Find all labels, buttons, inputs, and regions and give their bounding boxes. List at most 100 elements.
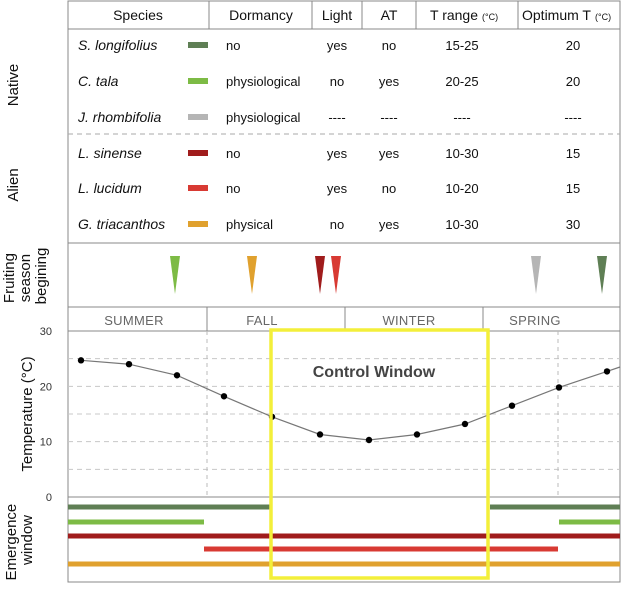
light-value: no — [330, 74, 344, 89]
chart-grid — [68, 358, 620, 470]
header-dormancy: Dormancy — [229, 7, 293, 23]
control-window-box — [269, 328, 490, 580]
emergence-bar-s-longifolius-1 — [68, 504, 270, 510]
y-axis-label: Temperature (°C) — [19, 356, 36, 471]
control-window-label: Control Window — [313, 364, 436, 381]
y-tick-label: 0 — [46, 492, 52, 504]
trange-value: ---- — [453, 110, 470, 125]
temperature-point-11 — [555, 384, 563, 391]
header-trange: T range (°C) — [430, 7, 498, 23]
season-winter: WINTER — [382, 313, 435, 328]
emergence-bar-s-longifolius-2 — [490, 504, 620, 510]
header-optimum: Optimum T (°C) — [522, 7, 611, 23]
table-row: J. rhombifolia physiological ---- ---- ---- -… — [77, 109, 582, 125]
emergence-label: Emergence window — [3, 500, 36, 581]
dormancy-value: no — [226, 146, 240, 161]
optimum-value: 30 — [566, 217, 580, 232]
species-name: J. rhombifolia — [77, 109, 161, 125]
seasons-strip: SUMMER FALL WINTER SPRING — [68, 306, 620, 332]
temperature-point-7 — [365, 436, 373, 444]
optimum-value: 15 — [566, 181, 580, 196]
header-trange-label: T range — [430, 7, 478, 23]
light-value: no — [330, 217, 344, 232]
temperature-point-12 — [603, 368, 611, 375]
fruiting-marker-g-triacanthos — [247, 256, 257, 294]
light-value: yes — [327, 181, 348, 196]
season-fall: FALL — [246, 313, 278, 328]
fruiting-marker-l-sinense — [315, 256, 325, 294]
at-value: yes — [379, 146, 400, 161]
y-ticks: 0 10 20 30 — [40, 326, 52, 504]
temperature-point-8 — [413, 431, 421, 438]
group-native-label: Native — [5, 64, 22, 107]
dormancy-value: no — [226, 38, 240, 53]
fruiting-label-line-2: season — [17, 254, 34, 302]
species-name: S. longifolius — [78, 37, 157, 53]
species-name: C. tala — [78, 73, 119, 89]
group-alien-label: Alien — [5, 168, 22, 201]
emergence-label-line-1: Emergence — [3, 504, 20, 581]
species-table: Species Dormancy Light AT T range (°C) Op… — [5, 0, 621, 583]
table-row: S. longifolius no yes no 15-25 20 — [78, 37, 580, 53]
dormancy-value: no — [226, 181, 240, 196]
species-swatch-l-lucidum — [188, 185, 208, 191]
fruiting-marker-j-rhombifolia — [531, 256, 541, 294]
emergence-bar-c-tala-2 — [559, 519, 620, 525]
emergence-panel: Emergence window — [3, 500, 620, 581]
light-value: yes — [327, 146, 348, 161]
temperature-point-3 — [173, 372, 181, 379]
temperature-point-1 — [77, 357, 85, 364]
temperature-point-9 — [461, 420, 469, 428]
optimum-value: 20 — [566, 38, 580, 53]
at-value: yes — [379, 217, 400, 232]
optimum-value: ---- — [564, 110, 581, 125]
dormancy-value: physiological — [226, 110, 301, 125]
species-swatch-c-tala — [188, 78, 208, 84]
trange-value: 20-25 — [445, 74, 478, 89]
fruiting-marker-s-longifolius — [597, 256, 607, 294]
emergence-bars — [68, 504, 620, 567]
optimum-value: 20 — [566, 74, 580, 89]
emergence-bar-c-tala-1 — [68, 519, 204, 525]
table-row: C. tala physiological no yes 20-25 20 — [78, 73, 580, 89]
header-at: AT — [381, 7, 398, 23]
species-swatch-s-longifolius — [188, 42, 208, 48]
season-summer: SUMMER — [104, 313, 164, 328]
y-tick-label: 10 — [40, 437, 52, 449]
trange-value: 15-25 — [445, 38, 478, 53]
header-trange-unit: (°C) — [482, 12, 498, 22]
at-value: no — [382, 181, 396, 196]
species-name: L. sinense — [78, 145, 142, 161]
figure-border — [67, 0, 621, 583]
table-rows: S. longifolius no yes no 15-25 20 C. tala physi… — [77, 37, 582, 232]
optimum-value: 15 — [566, 146, 580, 161]
species-swatch-j-rhombifolia — [188, 114, 208, 120]
temperature-point-10 — [508, 402, 516, 409]
temperature-point-4 — [220, 393, 228, 400]
table-row: L. sinense no yes yes 10-30 15 — [78, 145, 580, 161]
at-value: yes — [379, 74, 400, 89]
temperature-chart: Temperature (°C) 0 10 20 30 — [19, 326, 621, 504]
fruiting-panel: Fruiting season begining — [1, 242, 620, 305]
dormancy-value: physiological — [226, 74, 301, 89]
table-row: G. triacanthos physical no yes 10-30 30 — [78, 216, 580, 232]
trange-value: 10-30 — [445, 146, 478, 161]
table-row: L. lucidum no yes no 10-20 15 — [78, 180, 580, 196]
trange-value: 10-20 — [445, 181, 478, 196]
emergence-label-line-2: window — [19, 515, 36, 566]
temperature-point-6 — [316, 431, 324, 438]
at-value: ---- — [380, 110, 397, 125]
emergence-bar-l-lucidum — [204, 546, 558, 552]
light-value: ---- — [328, 110, 345, 125]
y-tick-label: 20 — [40, 381, 52, 393]
header-light: Light — [322, 7, 352, 23]
at-value: no — [382, 38, 396, 53]
fruiting-marker-c-tala — [170, 256, 180, 294]
dormancy-value: physical — [226, 217, 273, 232]
fruiting-label-line-3: begining — [33, 248, 50, 305]
species-name: G. triacanthos — [78, 216, 165, 232]
fruiting-markers — [170, 256, 607, 294]
species-name: L. lucidum — [78, 180, 142, 196]
emergence-bar-l-sinense — [68, 533, 620, 539]
